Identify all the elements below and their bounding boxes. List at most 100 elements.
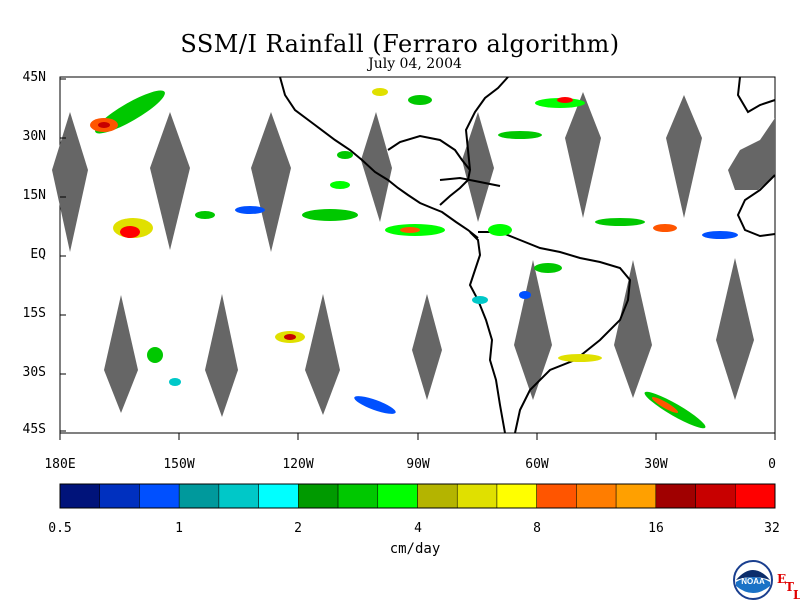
rain-patch [302, 209, 358, 221]
axis-ticks [59, 78, 776, 440]
colorbar-tick-2: 2 [294, 521, 302, 536]
rain-patch [558, 354, 602, 362]
swath-4 [361, 112, 392, 222]
rain-patch [498, 131, 542, 139]
colorbar-swatch [615, 483, 657, 509]
lat-label-eq: EQ [30, 247, 46, 262]
swath-6 [565, 92, 601, 218]
swath-11 [412, 294, 442, 400]
rain-patch [330, 181, 350, 189]
colorbar-units: cm/day [389, 541, 441, 557]
colorbar-swatch [298, 483, 339, 509]
lon-label-90w: 90W [406, 457, 430, 472]
caribbean [439, 176, 501, 187]
rain-patch [169, 378, 181, 386]
rain-patch [472, 296, 488, 304]
rain-patch [534, 263, 562, 273]
colorbar-swatch [456, 483, 498, 509]
colorbar-swatch [59, 483, 100, 509]
colorbar-swatch [377, 483, 418, 509]
lat-label-45n: 45N [22, 70, 46, 85]
colorbar-swatch [337, 483, 379, 509]
swath-1 [52, 112, 88, 252]
colorbar-tick-4: 4 [414, 521, 422, 536]
rain-patch [400, 227, 420, 233]
swath-9 [205, 294, 238, 417]
map-title: SSM/I Rainfall (Ferraro algorithm) [180, 30, 620, 58]
colorbar-swatch [536, 483, 577, 509]
rain-patch [488, 224, 512, 236]
colorbar-tick-32: 32 [764, 521, 780, 536]
rain-patch [354, 396, 396, 414]
colorbar-frame [59, 483, 776, 509]
gulf-coast [387, 134, 472, 206]
colorbar-swatch [655, 483, 696, 509]
rain-patch [651, 397, 679, 413]
rain-patch [235, 206, 265, 214]
rain-patch [195, 211, 215, 219]
swath-12 [514, 260, 552, 400]
africa-coast [736, 174, 776, 238]
etl-letter-t: T [785, 580, 794, 594]
lon-label-120w: 120W [282, 457, 314, 472]
colorbar-tick-16: 16 [648, 521, 664, 536]
colorbar-swatch [218, 483, 259, 509]
rain-patch [284, 334, 296, 340]
rain-patch [147, 347, 163, 363]
noaa-logo-text: NOAA [741, 577, 765, 586]
greenland-europe [736, 76, 776, 114]
swath-10 [305, 294, 340, 415]
lon-label-0: 0 [768, 457, 776, 472]
colorbar-swatch [496, 483, 537, 509]
missing-swaths [52, 92, 775, 417]
colorbar-swatch [735, 483, 776, 509]
colorbar-tick-1: 1 [175, 521, 183, 536]
colorbar-swatch [258, 483, 299, 509]
lon-label-180e: 180E [44, 457, 76, 472]
lat-label-15n: 15N [22, 188, 46, 203]
lat-label-45s: 45S [22, 422, 46, 437]
swath-14 [716, 258, 754, 400]
east-coast [464, 76, 509, 171]
colorbar-swatch [139, 483, 180, 509]
colorbar [59, 483, 776, 509]
colorbar-swatch [417, 483, 458, 509]
lon-label-60w: 60W [525, 457, 549, 472]
colorbar-tick-8: 8 [533, 521, 541, 536]
south-america-coast [468, 231, 506, 434]
etl-letter-l: L [793, 588, 800, 602]
rain-patch [408, 95, 432, 105]
rain-patch [595, 218, 645, 226]
lat-label-30s: 30S [22, 365, 46, 380]
rain-patch [98, 122, 110, 128]
map-date: July 04, 2004 [368, 56, 462, 72]
south-america-east [478, 231, 632, 434]
rain-patch [372, 88, 388, 96]
swath-15 [728, 118, 775, 190]
noaa-logo-icon: NOAA [733, 560, 773, 600]
swath-13 [614, 260, 652, 398]
swath-7 [666, 95, 702, 218]
north-america-coast [279, 76, 479, 239]
lat-label-15s: 15S [22, 306, 46, 321]
colorbar-swatch [576, 483, 617, 509]
lon-label-150w: 150W [163, 457, 195, 472]
swath-3 [251, 112, 291, 252]
colorbar-swatch [178, 483, 220, 509]
rain-patch [557, 97, 573, 103]
swath-5 [462, 112, 494, 222]
rain-patch [702, 231, 738, 239]
etl-letter-e: E [777, 572, 787, 586]
lat-label-30n: 30N [22, 129, 46, 144]
rain-patches [90, 88, 738, 429]
rain-patch [519, 291, 531, 299]
rain-patch [653, 224, 677, 232]
rain-patch [120, 226, 140, 238]
colorbar-swatch [695, 483, 736, 509]
coastlines [279, 76, 776, 434]
colorbar-swatch [99, 483, 140, 509]
rain-patch [337, 151, 353, 159]
colorbar-tick-0-5: 0.5 [48, 521, 72, 536]
lon-label-30w: 30W [644, 457, 668, 472]
